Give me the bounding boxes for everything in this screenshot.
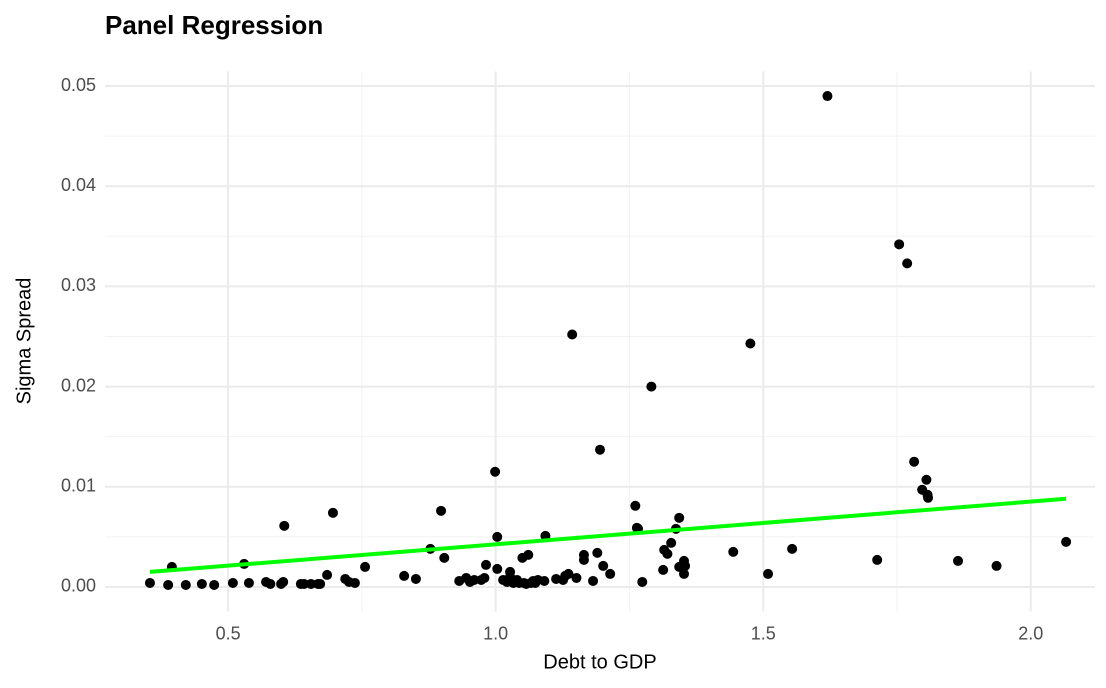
x-tick-label: 2.0 xyxy=(1018,623,1043,643)
point xyxy=(563,568,574,579)
point xyxy=(787,543,798,554)
point xyxy=(763,568,774,579)
point xyxy=(1061,536,1072,547)
point xyxy=(923,492,934,503)
point xyxy=(349,577,360,588)
point xyxy=(991,560,1002,571)
point xyxy=(209,579,220,590)
point xyxy=(410,573,421,584)
point xyxy=(674,512,685,523)
y-tick-label: 0.00 xyxy=(61,576,96,596)
point xyxy=(278,576,289,587)
point xyxy=(265,578,276,589)
point xyxy=(196,578,207,589)
chart-title: Panel Regression xyxy=(105,10,323,40)
point xyxy=(598,560,609,571)
point xyxy=(595,444,605,455)
point xyxy=(492,563,503,574)
x-tick-label: 1.0 xyxy=(483,623,508,643)
point xyxy=(894,239,905,250)
point xyxy=(662,548,673,559)
point xyxy=(872,554,883,565)
point xyxy=(299,578,310,589)
point xyxy=(279,520,290,531)
point xyxy=(630,500,641,511)
point xyxy=(679,568,690,579)
point xyxy=(306,578,317,589)
point xyxy=(578,554,589,565)
point xyxy=(399,570,410,581)
point xyxy=(822,91,833,102)
point xyxy=(327,507,338,518)
point xyxy=(315,578,326,589)
point xyxy=(479,572,490,583)
y-tick-label: 0.01 xyxy=(61,476,96,496)
point xyxy=(439,552,450,563)
point xyxy=(728,546,739,557)
point xyxy=(666,537,677,548)
y-tick-label: 0.02 xyxy=(61,375,96,395)
point xyxy=(588,575,599,586)
point xyxy=(436,505,447,516)
point xyxy=(567,329,578,340)
point xyxy=(163,579,174,590)
point xyxy=(492,531,503,542)
y-tick-label: 0.05 xyxy=(61,75,96,95)
fit-line xyxy=(149,496,1067,574)
y-axis-title: Sigma Spread xyxy=(13,278,35,405)
x-tick-label: 0.5 xyxy=(216,623,241,643)
point xyxy=(481,559,492,570)
y-tick-label: 0.04 xyxy=(61,175,96,195)
point xyxy=(490,466,501,477)
point xyxy=(605,568,616,579)
point xyxy=(953,555,964,566)
point xyxy=(646,381,657,392)
y-tick-label: 0.03 xyxy=(61,275,96,295)
x-axis-title: Debt to GDP xyxy=(543,651,656,673)
point xyxy=(243,577,254,588)
point xyxy=(592,547,603,558)
point xyxy=(469,574,480,585)
point xyxy=(637,576,648,587)
point xyxy=(745,338,756,349)
x-tick-label: 1.5 xyxy=(751,623,776,643)
point xyxy=(144,577,155,588)
point xyxy=(658,564,669,575)
point xyxy=(902,258,913,269)
point xyxy=(539,575,550,586)
point xyxy=(180,579,191,590)
point xyxy=(360,561,371,572)
point xyxy=(921,474,932,485)
point xyxy=(680,560,691,571)
point xyxy=(322,569,333,580)
point xyxy=(523,549,534,560)
point xyxy=(571,572,582,583)
point xyxy=(227,577,238,588)
point xyxy=(909,456,920,467)
